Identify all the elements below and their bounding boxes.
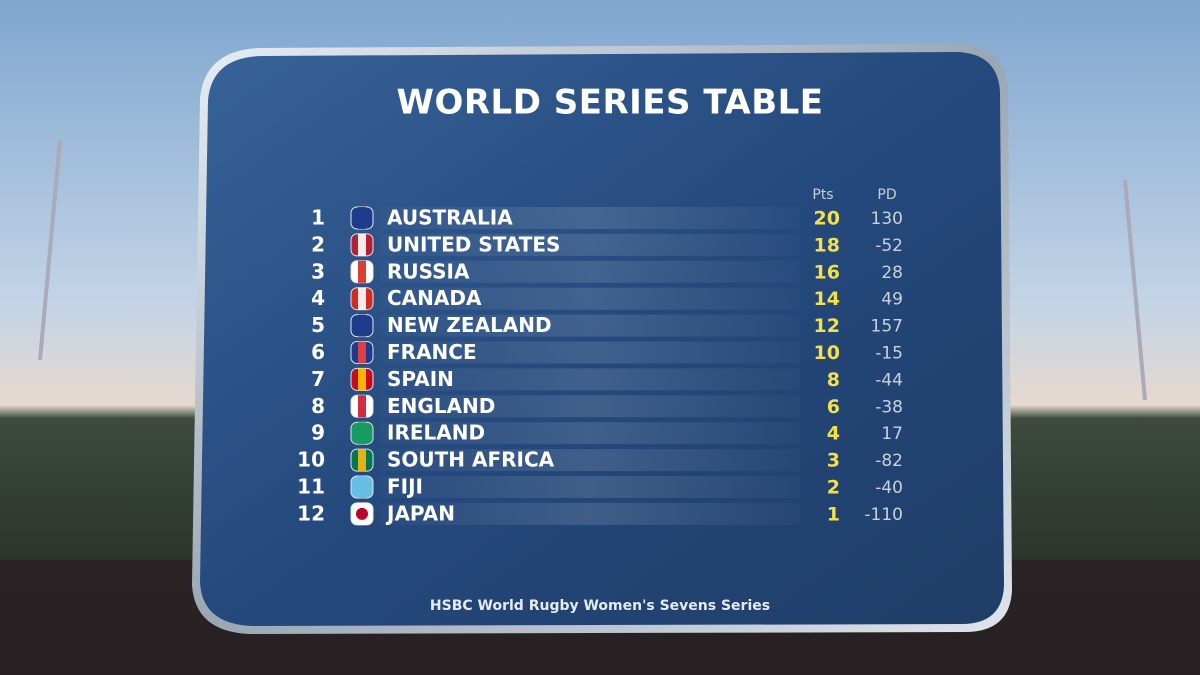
point-difference: -82 <box>875 451 903 471</box>
row-stripe <box>380 476 800 498</box>
title: WORLD SERIES TABLE <box>396 83 823 123</box>
rank: 11 <box>297 475 325 499</box>
row-stripe <box>380 233 800 256</box>
flag-detail <box>358 207 366 229</box>
rank: 10 <box>297 448 325 472</box>
flag-detail <box>358 314 366 337</box>
points: 18 <box>814 234 840 256</box>
team-name: FIJI <box>387 475 423 499</box>
points: 3 <box>827 450 840 472</box>
row-stripe <box>380 368 800 391</box>
team-name: NEW ZEALAND <box>387 313 552 337</box>
point-difference: -15 <box>875 344 903 364</box>
points: 2 <box>827 477 840 499</box>
team-name: IRELAND <box>387 421 485 445</box>
rank: 3 <box>311 259 325 283</box>
pd-header: PD <box>877 187 896 203</box>
point-difference: 49 <box>881 290 903 310</box>
point-difference: 157 <box>871 317 903 337</box>
team-name: UNITED STATES <box>387 232 560 256</box>
points-header: Pts <box>812 187 833 203</box>
team-name: AUSTRALIA <box>387 206 513 230</box>
points: 8 <box>827 369 840 391</box>
flag-detail <box>358 422 366 445</box>
floodlight-pole <box>1123 179 1147 401</box>
row-stripe <box>380 260 800 283</box>
row-stripe <box>380 422 800 445</box>
row-stripe <box>380 341 800 364</box>
points: 20 <box>814 208 840 230</box>
flag-detail <box>358 449 366 472</box>
row-stripe <box>380 502 800 525</box>
flag-detail <box>358 395 366 418</box>
floodlight-pole <box>38 139 62 361</box>
point-difference: 130 <box>871 209 903 229</box>
rank: 7 <box>311 367 325 391</box>
row-stripe <box>380 395 800 418</box>
flag-detail <box>358 233 366 256</box>
point-difference: -38 <box>875 397 903 417</box>
flag-detail <box>358 368 366 391</box>
rank: 5 <box>311 313 325 337</box>
team-name: SOUTH AFRICA <box>387 448 555 472</box>
point-difference: -52 <box>875 236 903 256</box>
flag-detail <box>358 341 366 364</box>
team-name: SPAIN <box>387 367 454 391</box>
flag-detail <box>358 287 366 310</box>
flag-detail <box>358 476 366 498</box>
point-difference: -44 <box>875 370 903 390</box>
points: 1 <box>827 503 840 525</box>
flag-detail <box>358 260 366 283</box>
rank: 9 <box>311 421 325 445</box>
row-stripe <box>380 314 800 337</box>
rank: 1 <box>311 206 325 230</box>
team-name: RUSSIA <box>387 259 470 283</box>
point-difference: 17 <box>881 424 903 444</box>
team-name: FRANCE <box>387 340 477 364</box>
row-stripe <box>380 449 800 472</box>
rank: 8 <box>311 394 325 418</box>
points: 10 <box>814 342 840 364</box>
points: 12 <box>814 315 840 337</box>
rank: 12 <box>297 501 325 525</box>
panel <box>200 52 1004 626</box>
row-stripe <box>380 287 800 310</box>
point-difference: -40 <box>875 478 903 498</box>
point-difference: -110 <box>864 505 903 525</box>
points: 4 <box>827 423 840 445</box>
footer: HSBC World Rugby Women's Sevens Series <box>430 598 770 614</box>
points: 16 <box>814 261 840 283</box>
rank: 4 <box>311 286 325 310</box>
flag-detail <box>356 507 368 520</box>
team-name: JAPAN <box>385 501 455 525</box>
points: 6 <box>827 396 840 418</box>
team-name: CANADA <box>387 286 482 310</box>
point-difference: 28 <box>881 263 903 283</box>
points: 14 <box>814 288 840 310</box>
team-name: ENGLAND <box>387 394 495 418</box>
rank: 2 <box>311 232 325 256</box>
row-stripe <box>380 207 800 229</box>
rank: 6 <box>311 340 325 364</box>
